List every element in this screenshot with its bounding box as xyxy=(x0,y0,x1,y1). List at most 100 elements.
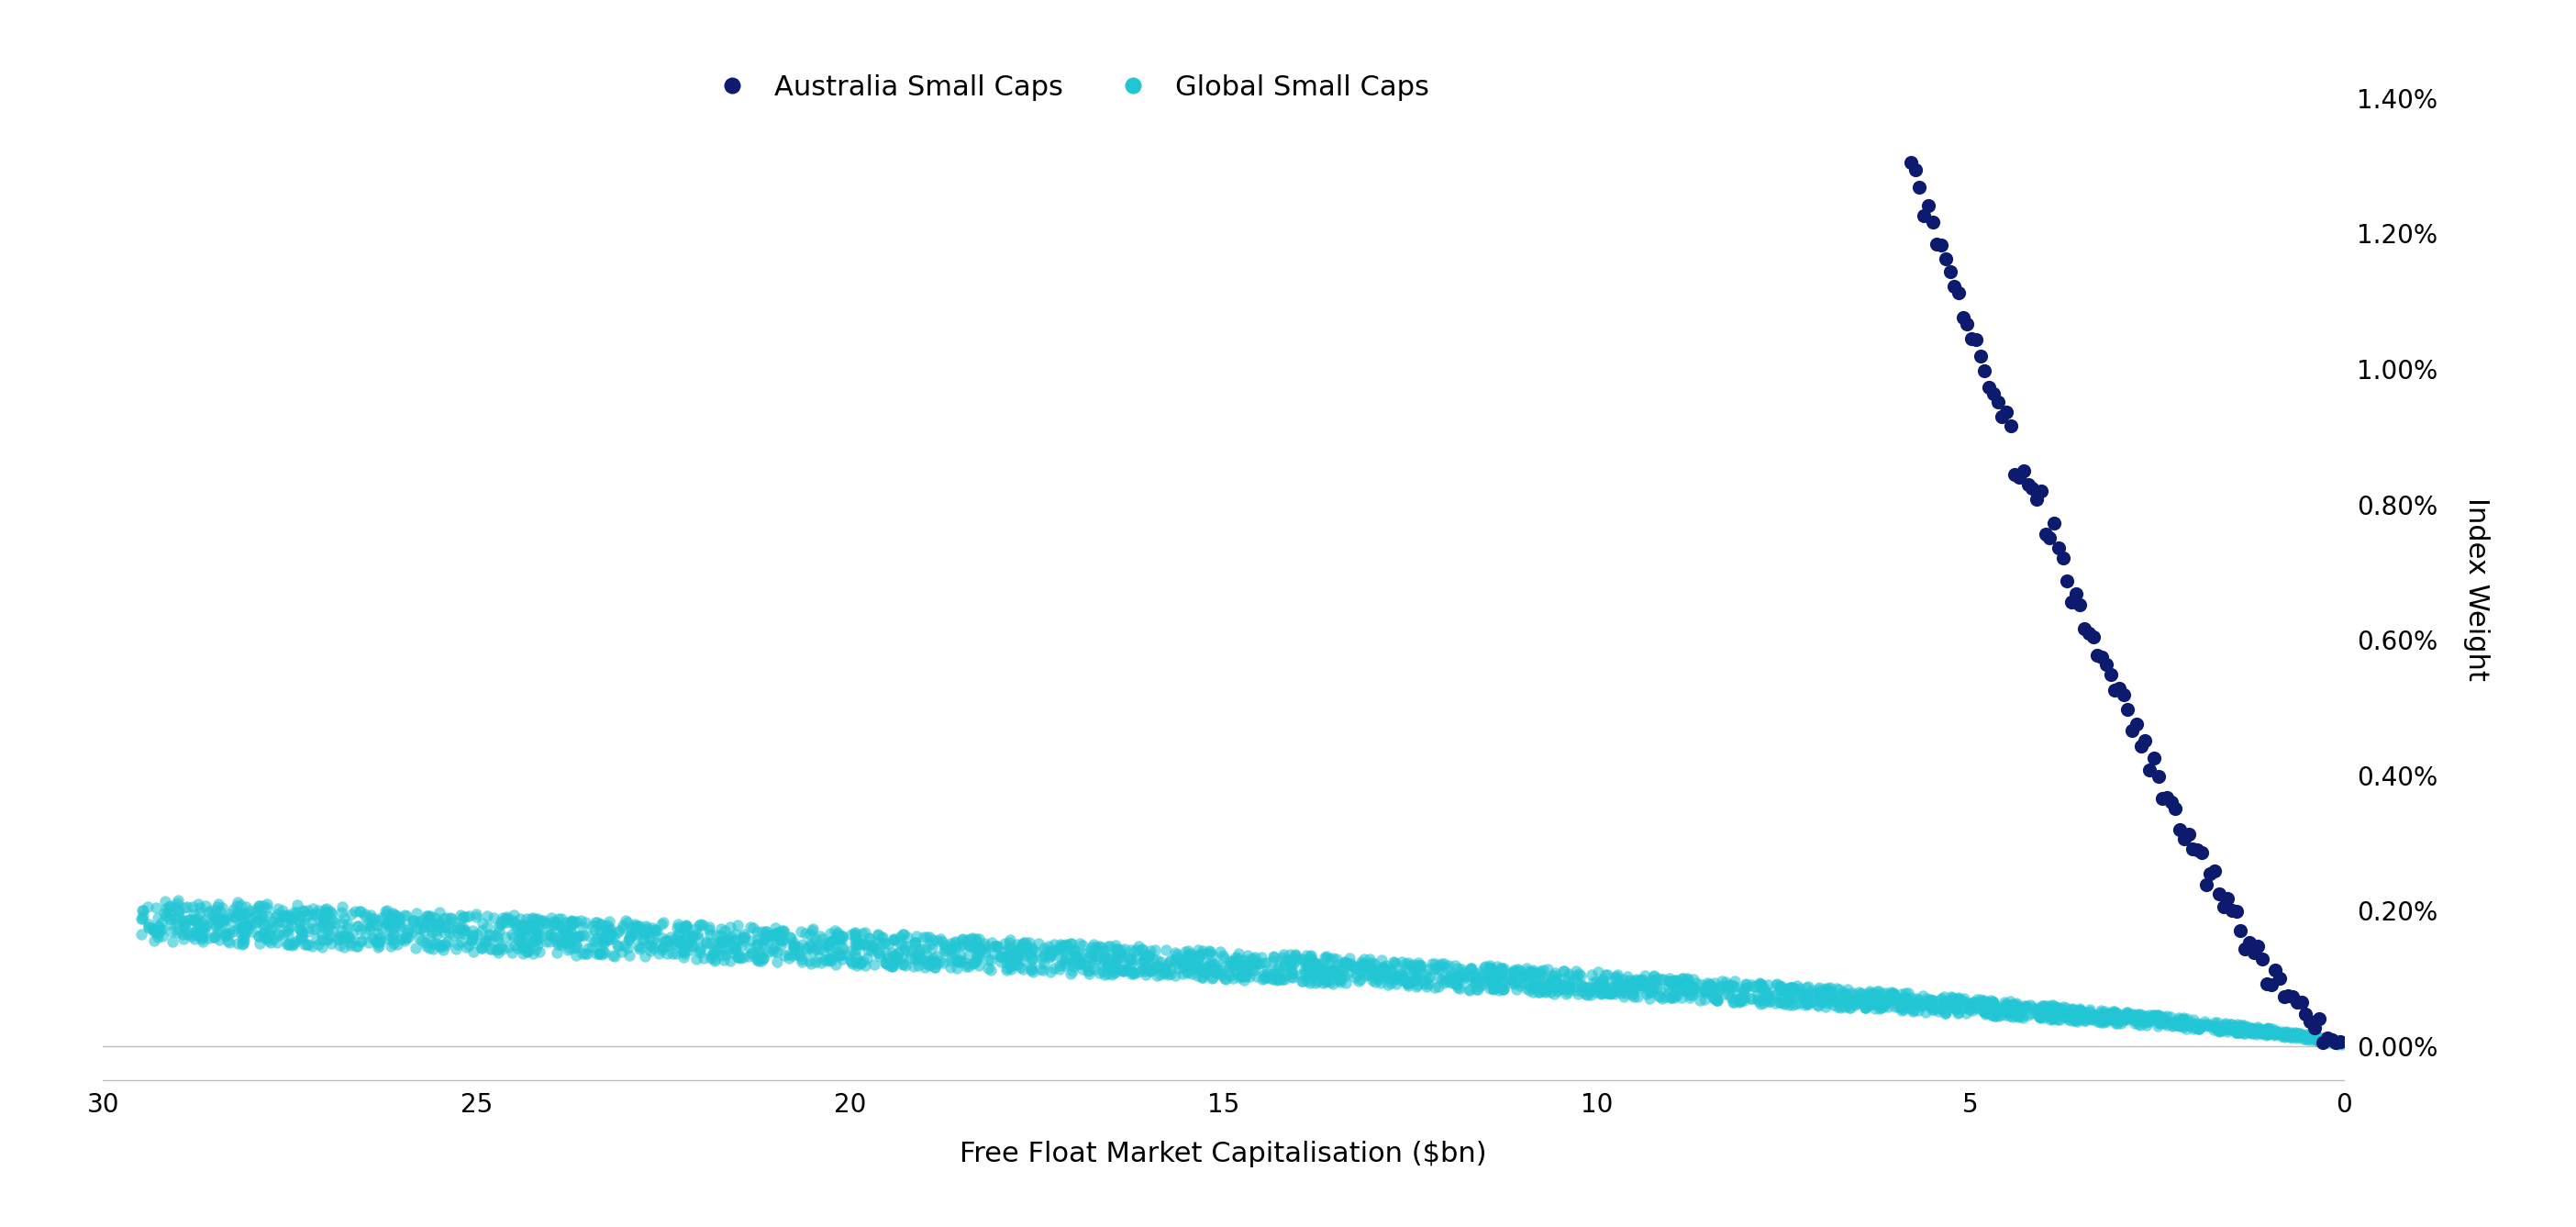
Point xyxy=(793,919,835,939)
Point xyxy=(2128,1010,2169,1029)
Point xyxy=(1896,993,1937,1012)
Point xyxy=(1309,950,1350,969)
Point xyxy=(201,913,242,933)
Point xyxy=(608,946,649,966)
Point xyxy=(263,906,304,925)
Point xyxy=(417,913,459,933)
Point xyxy=(1273,953,1314,973)
Point xyxy=(1721,990,1762,1010)
Point xyxy=(1942,989,1984,1009)
Point xyxy=(1226,953,1267,973)
Point xyxy=(590,929,631,948)
Point xyxy=(379,907,420,926)
Point xyxy=(258,924,299,944)
Point xyxy=(237,896,278,915)
Point xyxy=(1968,999,2009,1018)
Point xyxy=(2071,1010,2112,1029)
Point xyxy=(1685,989,1726,1009)
Point xyxy=(1182,967,1224,987)
Point xyxy=(641,914,683,934)
Point xyxy=(139,917,180,936)
Point xyxy=(873,946,914,966)
Point xyxy=(520,912,562,931)
Point xyxy=(1546,978,1587,998)
Point xyxy=(137,921,178,941)
Point xyxy=(219,896,260,915)
Point xyxy=(809,950,850,969)
Point xyxy=(2138,1011,2179,1031)
Point xyxy=(1628,972,1669,991)
Point xyxy=(1481,971,1522,990)
Point xyxy=(453,920,495,940)
Point xyxy=(240,909,281,929)
Point xyxy=(2210,1015,2251,1034)
Point xyxy=(2002,1007,2043,1027)
Point xyxy=(1654,987,1695,1006)
Point xyxy=(963,936,1005,956)
Point xyxy=(544,930,585,950)
Point xyxy=(863,934,904,953)
Point xyxy=(1986,995,2027,1015)
Point xyxy=(384,906,425,925)
Point xyxy=(742,934,783,953)
Point xyxy=(1479,980,1520,1000)
Point xyxy=(2202,1021,2244,1040)
Point xyxy=(1512,975,1553,995)
Point xyxy=(611,926,652,946)
Point xyxy=(1262,947,1303,967)
Point xyxy=(2020,1006,2061,1026)
Point xyxy=(747,931,788,951)
Point xyxy=(2102,685,2143,704)
Point xyxy=(2241,1021,2282,1040)
Point xyxy=(2306,1031,2347,1050)
Point xyxy=(330,933,371,952)
Point xyxy=(1373,953,1414,973)
Point xyxy=(319,926,361,946)
Point xyxy=(2063,1004,2105,1023)
Point xyxy=(2030,1005,2071,1025)
Point xyxy=(1978,1006,2020,1026)
Point xyxy=(198,913,240,933)
Point xyxy=(291,904,332,924)
Point xyxy=(371,907,412,926)
Point xyxy=(858,925,899,945)
Point xyxy=(1880,989,1922,1009)
Point xyxy=(1051,934,1092,953)
Point xyxy=(1028,947,1069,967)
Point xyxy=(1577,962,1618,982)
Point xyxy=(1319,969,1360,989)
Point xyxy=(2048,1010,2089,1029)
Point xyxy=(2195,1018,2236,1038)
Point xyxy=(1396,967,1437,987)
Point xyxy=(518,917,559,936)
Point xyxy=(1370,973,1412,993)
Point xyxy=(1409,968,1450,988)
Point xyxy=(1077,937,1118,957)
Point xyxy=(440,920,482,940)
Point xyxy=(1450,967,1492,987)
Point xyxy=(327,918,368,937)
Point xyxy=(1744,980,1785,1000)
Point xyxy=(2112,1010,2154,1029)
Point xyxy=(2074,1005,2115,1025)
Point xyxy=(2184,875,2226,894)
Point xyxy=(1010,957,1051,977)
Point xyxy=(2030,1010,2071,1029)
Point xyxy=(2107,1004,2148,1023)
Point xyxy=(714,939,755,958)
Point xyxy=(896,942,938,962)
Point xyxy=(1365,956,1406,975)
Point xyxy=(714,931,755,951)
Point xyxy=(538,920,580,940)
Point xyxy=(2164,1009,2205,1028)
Point xyxy=(1754,993,1795,1012)
Point xyxy=(2025,1002,2066,1022)
Point xyxy=(1077,948,1118,968)
Point xyxy=(191,901,232,920)
Point xyxy=(270,935,312,955)
Point xyxy=(502,936,544,956)
Point xyxy=(1935,1000,1976,1020)
Point xyxy=(762,946,804,966)
Point xyxy=(1273,960,1314,979)
Point xyxy=(2195,861,2236,881)
